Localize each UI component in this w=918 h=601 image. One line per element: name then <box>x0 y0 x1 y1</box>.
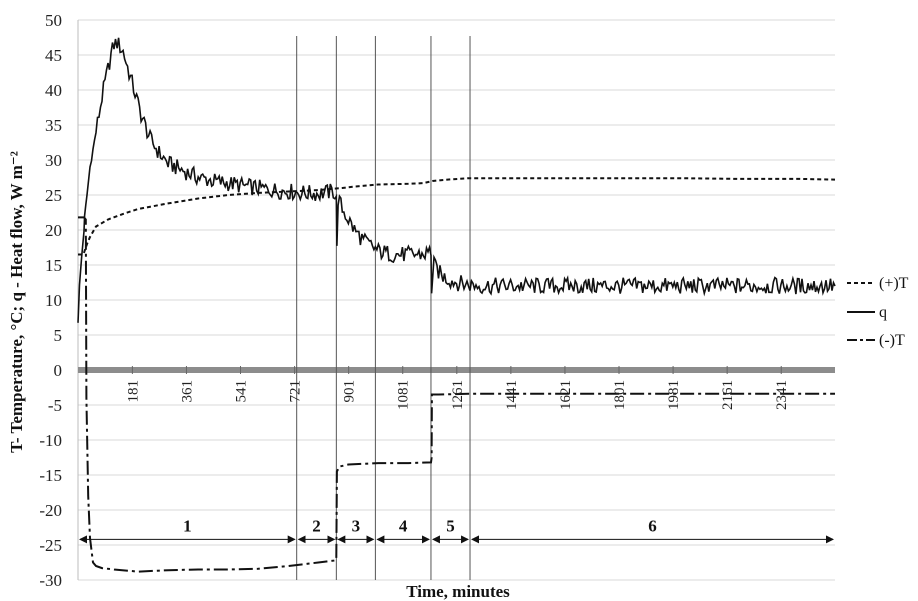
x-tick-label: 1081 <box>396 380 412 410</box>
plot-area <box>77 19 835 581</box>
x-tick-label: 1981 <box>666 380 682 410</box>
series-line-1 <box>78 177 836 256</box>
y-tick-label: 30 <box>45 151 62 170</box>
phase-label: 3 <box>352 516 361 535</box>
phase-label: 2 <box>312 516 321 535</box>
x-tick-label: 541 <box>234 380 250 403</box>
series-group <box>77 37 836 573</box>
y-tick-label: -10 <box>39 431 62 450</box>
y-tick-label: 15 <box>45 256 62 275</box>
y-tick-label: 50 <box>45 11 62 30</box>
x-tick-label: 181 <box>125 380 141 403</box>
y-tick-label: 20 <box>45 221 62 240</box>
x-tick-label: 2341 <box>774 380 790 410</box>
y-tick-label: 5 <box>54 326 63 345</box>
y-tick-label: -25 <box>39 536 62 555</box>
phase-label: 1 <box>183 516 192 535</box>
x-tick-label: 721 <box>288 380 304 403</box>
x-axis-title: Time, minutes <box>406 582 510 601</box>
legend: (+)T q (-)T <box>847 275 909 349</box>
y-tick-label: 45 <box>45 46 62 65</box>
y-tick-label: -15 <box>39 466 62 485</box>
legend-label: q <box>879 304 887 321</box>
tick-labels: 50454035302520151050-5-10-15-20-25-30181… <box>39 11 790 590</box>
y-tick-label: 35 <box>45 116 62 135</box>
x-tick-label: 1621 <box>558 380 574 410</box>
y-tick-label: -5 <box>48 396 62 415</box>
y-tick-label: -30 <box>39 571 62 590</box>
x-tick-label: 2161 <box>720 380 736 410</box>
x-tick-label: 901 <box>342 380 358 403</box>
legend-label: (-)T <box>879 332 905 349</box>
series-line-2 <box>77 37 836 323</box>
phase-label: 6 <box>648 516 657 535</box>
phase-label: 4 <box>399 516 408 535</box>
y-tick-label: 25 <box>45 186 62 205</box>
y-tick-label: 0 <box>54 361 63 380</box>
phase-annotations: 1 2 3 4 5 6 <box>79 516 834 544</box>
y-tick-label: 40 <box>45 81 62 100</box>
y-tick-label: 10 <box>45 291 62 310</box>
y-axis-title: T- Temperature, °C; q - Heat flow, W m⁻² <box>7 151 26 453</box>
x-tick-label: 1801 <box>612 380 628 410</box>
y-tick-label: -20 <box>39 501 62 520</box>
legend-label: (+)T <box>879 275 909 292</box>
series-line-3 <box>78 216 835 573</box>
x-tick-label: 1261 <box>450 380 466 410</box>
phase-label: 5 <box>446 516 455 535</box>
x-tick-label: 361 <box>179 380 195 403</box>
x-tick-label: 1441 <box>504 380 520 410</box>
